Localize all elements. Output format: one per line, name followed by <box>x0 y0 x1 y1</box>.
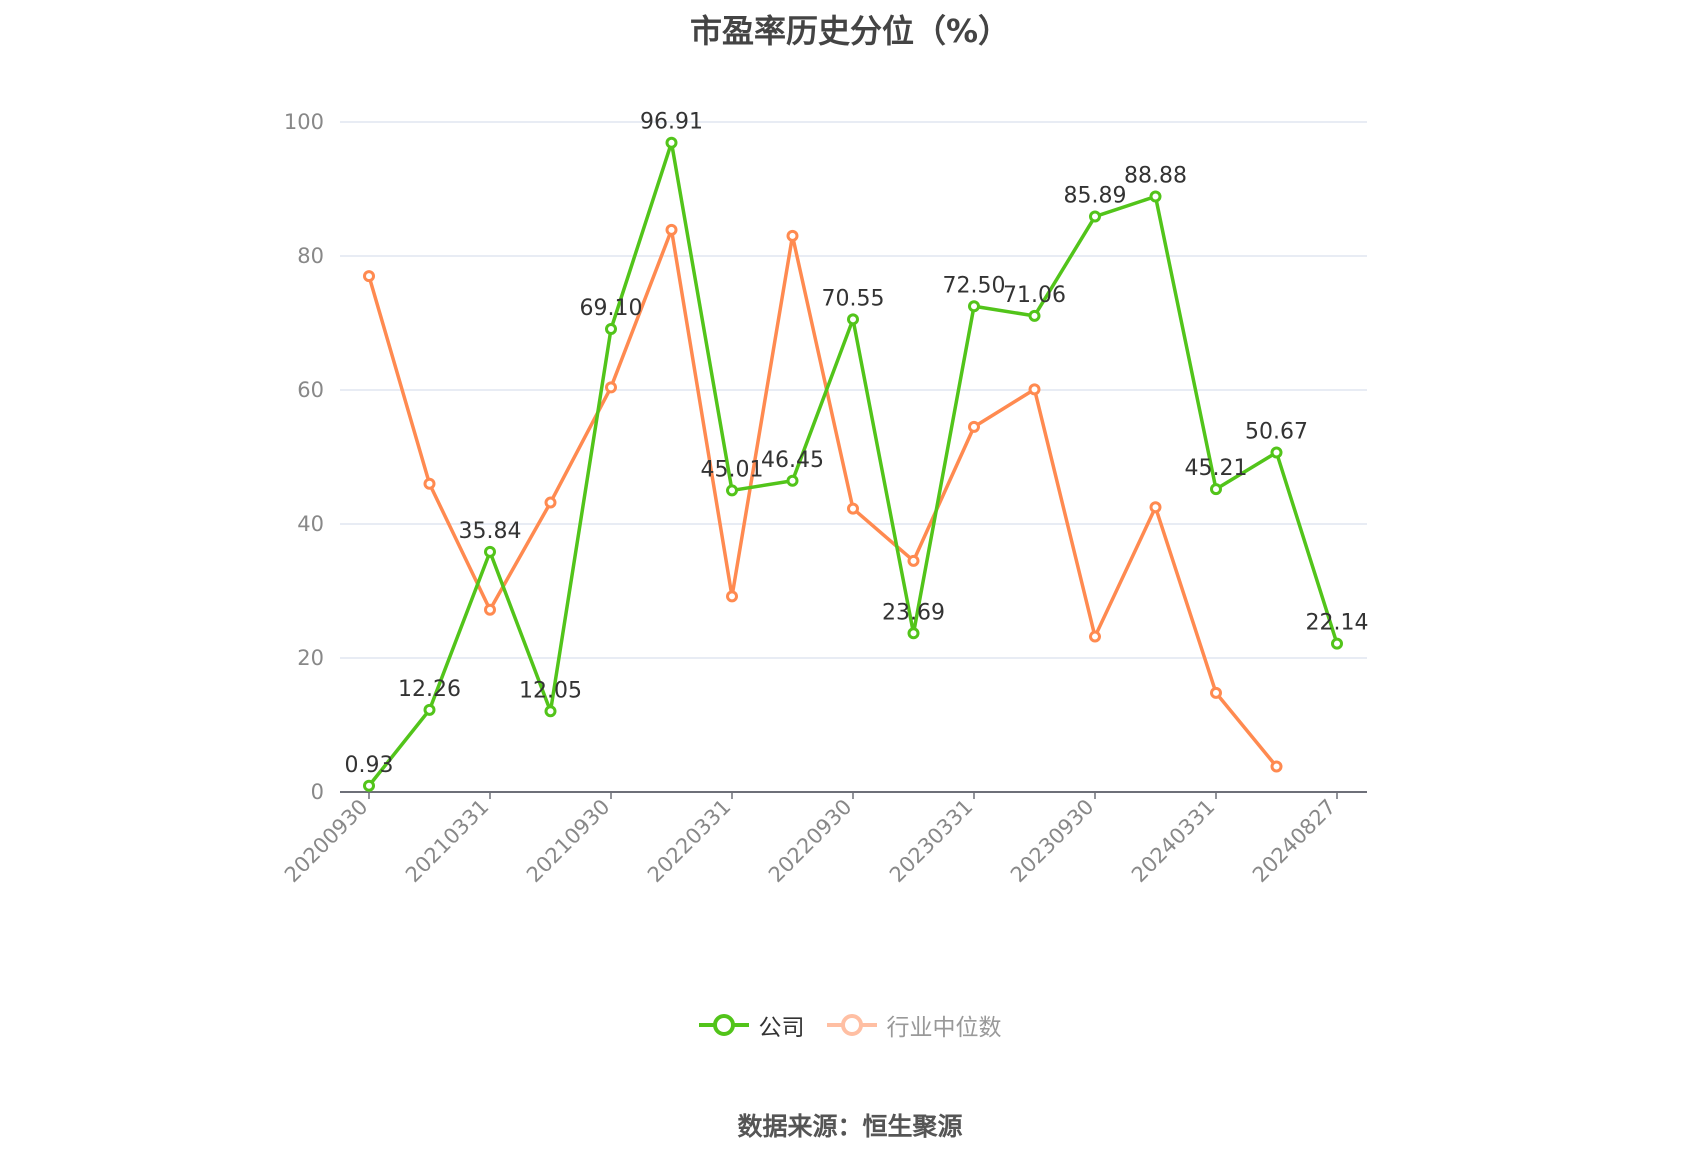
data-label: 72.50 <box>943 273 1006 298</box>
data-label: 12.05 <box>519 678 582 703</box>
legend: 公司 行业中位数 <box>0 1008 1700 1042</box>
legend-line-circle-icon <box>698 1014 749 1036</box>
company-series-point <box>484 545 496 558</box>
company-series-point <box>1210 483 1222 496</box>
industry-series-point <box>484 603 496 616</box>
chart-title: 市盈率历史分位（%） <box>689 12 1011 50</box>
industry-series-point <box>1149 501 1162 514</box>
legend-line-circle-icon <box>826 1014 877 1036</box>
data-label: 70.55 <box>822 286 885 311</box>
legend-item-industry[interactable]: 行业中位数 <box>826 1008 1002 1042</box>
y-tick-label: 80 <box>297 244 324 268</box>
data-label: 85.89 <box>1064 184 1127 209</box>
data-label: 96.91 <box>640 110 703 135</box>
y-tick-label: 100 <box>284 110 324 134</box>
company-series-point <box>423 703 436 716</box>
data-label: 71.06 <box>1003 283 1066 308</box>
legend-label-industry: 行业中位数 <box>886 1015 1002 1041</box>
data-label: 46.45 <box>761 448 824 473</box>
data-label: 50.67 <box>1245 420 1308 445</box>
data-source: 数据来源：恒生聚源 <box>737 1112 963 1141</box>
data-label: 0.93 <box>345 753 394 778</box>
data-label: 88.88 <box>1124 164 1187 189</box>
company-series-point <box>1331 637 1343 650</box>
y-tick-label: 0 <box>311 780 324 804</box>
legend-item-company[interactable]: 公司 <box>698 1008 805 1042</box>
company-series-point <box>968 300 980 313</box>
x-tick-label: 20230331 <box>885 795 978 888</box>
industry-series-point <box>1210 686 1222 699</box>
company-series-point <box>907 627 920 640</box>
x-tick-label: 20230930 <box>1006 795 1099 888</box>
data-label: 45.01 <box>701 457 764 482</box>
industry-series-point <box>726 590 738 603</box>
company-series-point <box>726 484 738 497</box>
industry-series-point <box>847 502 859 515</box>
x-tick-label: 20240331 <box>1127 795 1220 888</box>
industry-series-point <box>786 229 799 242</box>
data-label: 45.21 <box>1185 456 1248 481</box>
company-series-point <box>1028 309 1041 322</box>
x-tick-label: 20210331 <box>401 795 494 888</box>
data-label: 35.84 <box>459 519 522 544</box>
company-series-point <box>544 705 557 718</box>
data-label: 23.69 <box>882 600 945 625</box>
industry-series-point <box>907 554 920 567</box>
company-series-point <box>1270 446 1283 459</box>
company-series-point <box>1089 210 1101 223</box>
industry-series-point <box>363 270 375 283</box>
x-tick-label: 20240827 <box>1248 795 1341 888</box>
industry-series-point <box>665 223 678 236</box>
company-series-point <box>665 136 678 149</box>
x-tick-label: 20210930 <box>522 795 615 888</box>
industry-series-line <box>367 228 1278 768</box>
industry-series-point <box>1089 630 1101 643</box>
x-tick-label: 20200930 <box>280 795 373 888</box>
data-label: 69.10 <box>580 296 643 321</box>
data-label: 22.14 <box>1306 611 1369 636</box>
company-series-point <box>847 313 859 326</box>
x-tick-label: 20220930 <box>764 795 857 888</box>
industry-series-point <box>605 381 617 394</box>
data-label: 12.26 <box>398 677 461 702</box>
industry-series-point <box>1028 383 1041 396</box>
y-tick-label: 20 <box>297 646 324 670</box>
y-tick-label: 60 <box>297 378 324 402</box>
x-tick-label: 20220331 <box>643 795 736 888</box>
company-series-point <box>605 323 617 336</box>
industry-series-point <box>544 496 557 509</box>
industry-series-point <box>1270 760 1283 773</box>
company-series-point <box>786 474 799 487</box>
legend-label-company: 公司 <box>758 1015 805 1041</box>
company-series-point <box>363 779 375 792</box>
y-tick-label: 40 <box>297 512 324 536</box>
industry-series-point <box>968 420 980 433</box>
company-series-point <box>1149 190 1162 203</box>
industry-series-point <box>423 477 436 490</box>
